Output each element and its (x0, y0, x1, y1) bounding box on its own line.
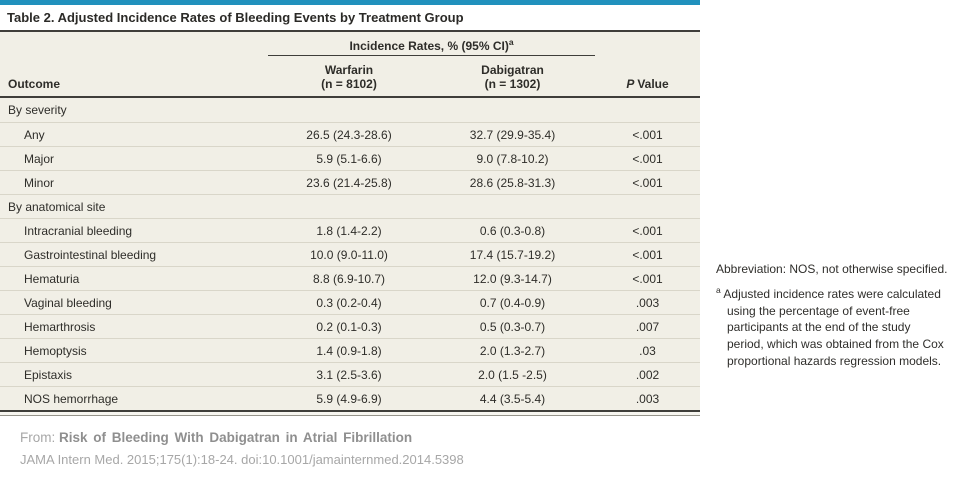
cell-warfarin: 23.6 (21.4-25.8) (306, 175, 392, 190)
citation-block: From: Risk of Bleeding With Dabigatran i… (20, 430, 464, 467)
table-row: Hemarthrosis 0.2 (0.1-0.3) 0.5 (0.3-0.7) .0… (0, 314, 700, 338)
cell-label: Any (24, 127, 45, 142)
cell-warfarin: 1.4 (0.9-1.8) (316, 343, 382, 358)
column-header-warfarin: Warfarin (n = 8102) (268, 64, 430, 96)
citation-reference: JAMA Intern Med. 2015;175(1):18-24. doi:… (20, 452, 464, 467)
table-row: Any 26.5 (24.3-28.6) 32.7 (29.9-35.4) <.001 (0, 122, 700, 146)
spanner-header: Incidence Rates, % (95% CI)a (268, 37, 595, 56)
cell-dabigatran: 12.0 (9.3-14.7) (473, 271, 552, 286)
column-header-row: Outcome Warfarin (n = 8102) Dabigatran (… (0, 56, 700, 98)
cell-dabigatran: 17.4 (15.7-19.2) (469, 247, 556, 262)
footnote-a-marker: a (716, 284, 721, 295)
table-row: Hematuria 8.8 (6.9-10.7) 12.0 (9.3-14.7) <.… (0, 266, 700, 290)
cell-label: Hemarthrosis (24, 319, 96, 334)
cell-p: <.001 (632, 151, 663, 166)
cell-p: <.001 (632, 223, 663, 238)
table-section-row: By severity (0, 98, 700, 122)
table-row: Gastrointestinal bleeding 10.0 (9.0-11.0)… (0, 242, 700, 266)
pvalue-header-italic: P (626, 77, 635, 92)
cell-warfarin: 10.0 (9.0-11.0) (310, 247, 388, 262)
cell-warfarin: 26.5 (24.3-28.6) (306, 127, 392, 142)
citation-from-label: From: (20, 430, 56, 445)
warfarin-n: (n = 8102) (321, 77, 377, 92)
accent-bar (0, 0, 700, 5)
citation-article-title: Risk of Bleeding With Dabigatran in Atri… (59, 430, 413, 445)
spanner-header-label: Incidence Rates, % (95% CI) (349, 39, 509, 53)
cell-warfarin: 8.8 (6.9-10.7) (312, 271, 386, 286)
cell-label: Major (24, 151, 55, 166)
cell-dabigatran: 9.0 (7.8-10.2) (476, 151, 549, 166)
cell-warfarin: 0.2 (0.1-0.3) (316, 319, 382, 334)
cell-warfarin: 5.9 (4.9-6.9) (316, 391, 382, 406)
cell-dabigatran: 32.7 (29.9-35.4) (469, 127, 556, 142)
table-bottom-rule (0, 410, 700, 416)
cell-label: Intracranial bleeding (24, 223, 133, 238)
table-panel: Incidence Rates, % (95% CI)a Outcome War… (0, 32, 700, 416)
cell-dabigatran: 0.6 (0.3-0.8) (479, 223, 546, 238)
table-body: By severity Any 26.5 (24.3-28.6) 32.7 (29.9… (0, 98, 700, 410)
cell-dabigatran: 0.7 (0.4-0.9) (479, 295, 546, 310)
cell-p: <.001 (632, 271, 663, 286)
cell-label: Hemoptysis (24, 343, 87, 358)
footnote-a-text: Adjusted incidence rates were calculated… (723, 286, 944, 368)
cell-p: .002 (635, 367, 660, 382)
cell-dabigatran: 2.0 (1.5 -2.5) (478, 367, 547, 382)
footnote-block: Abbreviation: NOS, not otherwise specifi… (716, 261, 948, 370)
table-figure: Table 2. Adjusted Incidence Rates of Ble… (0, 0, 700, 416)
dabigatran-n: (n = 1302) (484, 77, 541, 92)
cell-label: By severity (8, 103, 67, 117)
table-row: Epistaxis 3.1 (2.5-3.6) 2.0 (1.5 -2.5) .002 (0, 362, 700, 386)
spanner-footnote-marker: a (508, 37, 514, 47)
cell-label: Minor (24, 175, 55, 190)
table-section-row: By anatomical site (0, 194, 700, 218)
citation-title-line: From: Risk of Bleeding With Dabigatran i… (20, 430, 464, 445)
table-row: Intracranial bleeding 1.8 (1.4-2.2) 0.6 (0… (0, 218, 700, 242)
cell-label: Hematuria (24, 271, 80, 286)
cell-dabigatran: 2.0 (1.3-2.7) (479, 343, 546, 358)
cell-warfarin: 1.8 (1.4-2.2) (316, 223, 382, 238)
footnote-a: a Adjusted incidence rates were calculat… (716, 285, 948, 370)
cell-label: By anatomical site (8, 199, 106, 214)
spanner-row: Incidence Rates, % (95% CI)a (0, 32, 700, 56)
column-header-outcome: Outcome (8, 77, 61, 92)
table-title: Table 2. Adjusted Incidence Rates of Ble… (0, 5, 700, 32)
abbreviation-note: Abbreviation: NOS, not otherwise specifi… (716, 262, 948, 276)
cell-label: Gastrointestinal bleeding (24, 247, 157, 262)
column-header-dabigatran: Dabigatran (n = 1302) (430, 64, 595, 96)
table-row: Major 5.9 (5.1-6.6) 9.0 (7.8-10.2) <.001 (0, 146, 700, 170)
cell-dabigatran: 0.5 (0.3-0.7) (479, 319, 546, 334)
warfarin-name: Warfarin (324, 63, 374, 78)
pvalue-header-rest: Value (637, 77, 669, 92)
dabigatran-name: Dabigatran (481, 63, 544, 78)
cell-warfarin: 0.3 (0.2-0.4) (316, 295, 382, 310)
cell-p: <.001 (632, 247, 663, 262)
cell-p: <.001 (632, 175, 663, 190)
table-row: Hemoptysis 1.4 (0.9-1.8) 2.0 (1.3-2.7) .03 (0, 338, 700, 362)
cell-p: .003 (635, 295, 660, 310)
cell-p: .007 (635, 319, 660, 334)
cell-dabigatran: 28.6 (25.8-31.3) (469, 175, 556, 190)
cell-warfarin: 5.9 (5.1-6.6) (316, 151, 382, 166)
cell-p: <.001 (632, 127, 663, 142)
column-header-pvalue: P Value (595, 77, 700, 96)
cell-label: Vaginal bleeding (24, 295, 112, 310)
cell-p: .003 (635, 391, 660, 406)
cell-label: NOS hemorrhage (24, 391, 119, 406)
table-row: Minor 23.6 (21.4-25.8) 28.6 (25.8-31.3) <.0… (0, 170, 700, 194)
table-row: Vaginal bleeding 0.3 (0.2-0.4) 0.7 (0.4-0.… (0, 290, 700, 314)
cell-label: Epistaxis (24, 367, 73, 382)
cell-warfarin: 3.1 (2.5-3.6) (316, 367, 382, 382)
cell-dabigatran: 4.4 (3.5-5.4) (479, 391, 546, 406)
table-row: NOS hemorrhage 5.9 (4.9-6.9) 4.4 (3.5-5.4)… (0, 386, 700, 410)
cell-p: .03 (639, 343, 656, 358)
